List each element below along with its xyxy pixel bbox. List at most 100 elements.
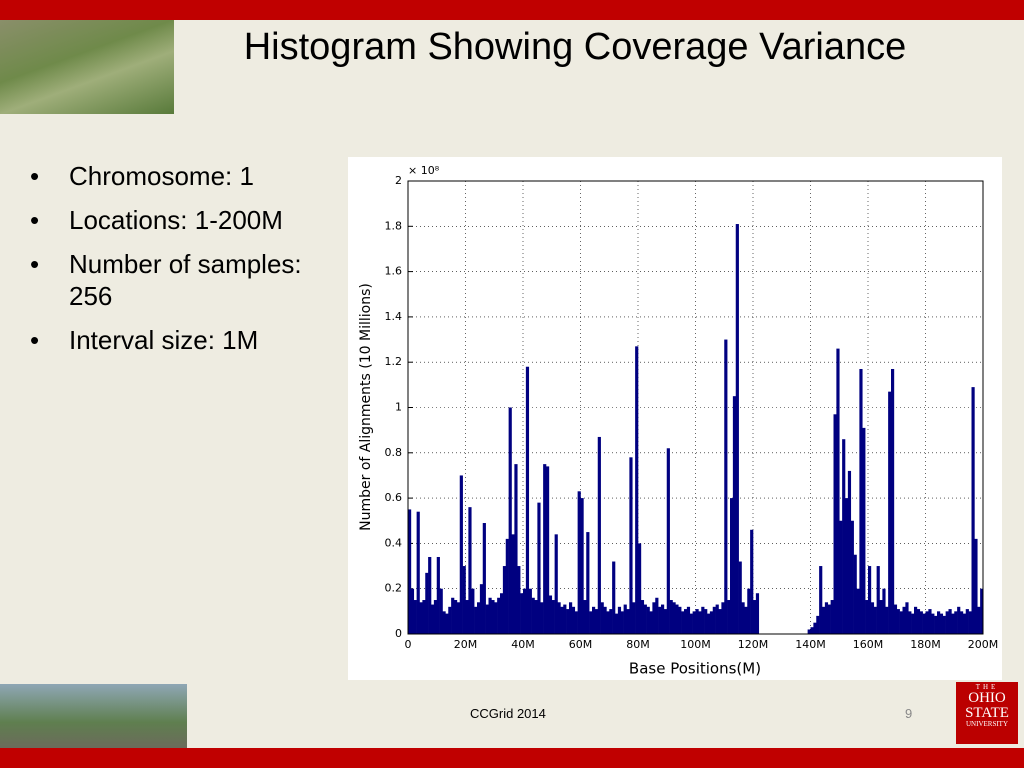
histogram-bar <box>819 566 823 634</box>
histogram-bar <box>629 457 633 634</box>
histogram-bar <box>922 613 926 634</box>
histogram-bar <box>750 529 754 634</box>
campus-photo <box>0 20 174 114</box>
histogram-bar <box>755 593 760 634</box>
histogram-bar <box>551 600 555 634</box>
x-tick-label: 40M <box>511 638 535 651</box>
histogram-bar <box>833 414 837 634</box>
histogram-bar <box>977 606 981 634</box>
histogram-bar <box>836 348 840 634</box>
histogram-bar <box>681 611 685 634</box>
histogram-bar <box>712 606 716 634</box>
histogram-bar <box>870 602 875 634</box>
y-tick-label: 1.6 <box>385 265 403 278</box>
histogram-bar <box>939 613 944 634</box>
histogram-bar <box>951 613 955 634</box>
histogram-bar <box>658 606 662 634</box>
histogram-bar <box>916 609 921 634</box>
histogram-bar <box>968 611 972 634</box>
histogram-bar <box>666 448 670 634</box>
histogram-bar <box>416 511 420 634</box>
histogram-bar <box>931 613 935 634</box>
histogram-bar <box>727 600 731 634</box>
histogram-bar <box>594 609 599 634</box>
histogram-bar <box>948 609 952 634</box>
chart: × 10⁸ Base Positions(M) Number of Alignm… <box>358 164 998 678</box>
histogram-bar <box>827 604 831 634</box>
chart-panel: × 10⁸ Base Positions(M) Number of Alignm… <box>348 157 1002 680</box>
histogram-bar <box>410 588 415 634</box>
histogram-bar <box>646 606 650 634</box>
histogram-bar <box>433 600 438 634</box>
histogram-bar <box>586 532 590 634</box>
histogram-bar <box>454 600 458 634</box>
histogram-bar <box>491 600 495 634</box>
histogram-bar <box>500 593 504 634</box>
histogram-bar <box>675 604 679 634</box>
histogram-bar <box>638 543 642 634</box>
histogram-bar <box>669 600 673 634</box>
histogram-bar <box>479 584 484 634</box>
histogram-bar <box>471 588 475 634</box>
histogram-bar <box>971 387 975 634</box>
histogram-bar <box>738 561 742 634</box>
histogram-bar <box>597 436 601 634</box>
histogram-bar <box>640 600 645 634</box>
y-tick-label: 0.2 <box>385 582 403 595</box>
histogram-bar <box>732 396 737 634</box>
histogram-bar <box>709 611 714 634</box>
histogram-bar <box>663 609 668 634</box>
histogram-bar <box>451 597 455 634</box>
histogram-bar <box>980 588 984 634</box>
histogram-bar <box>589 611 593 634</box>
histogram-bar <box>962 613 967 634</box>
logo-text: UNIVERSITY <box>966 720 1008 728</box>
histogram-bar <box>652 602 656 634</box>
histogram-bar <box>468 507 472 634</box>
histogram-bar <box>534 600 538 634</box>
histogram-bar <box>546 466 550 634</box>
histogram-bar <box>830 600 834 634</box>
histogram-bar <box>520 593 524 634</box>
histogram-bar <box>822 606 826 634</box>
histogram-bar <box>885 606 889 634</box>
histogram-bar <box>876 566 880 634</box>
histogram-bar <box>937 611 941 634</box>
x-tick-label: 140M <box>795 638 826 651</box>
sculpture-photo <box>0 684 187 748</box>
histogram-bar <box>678 606 682 634</box>
y-tick-label: 1 <box>395 401 402 414</box>
histogram-bar <box>465 600 469 634</box>
histogram-bar <box>960 611 964 634</box>
histogram-bar <box>626 609 630 634</box>
histogram-bar <box>569 602 573 634</box>
histogram-bar <box>528 588 532 634</box>
histogram-bar <box>477 602 481 634</box>
histogram-bar <box>592 606 596 634</box>
histogram-bar <box>741 602 745 634</box>
histogram-bar <box>439 588 443 634</box>
histogram-bar <box>502 566 507 634</box>
histogram-bar <box>655 597 659 634</box>
histogram-bar <box>543 464 547 634</box>
histogram-bar <box>816 615 820 634</box>
histogram-bar <box>531 597 535 634</box>
bullet: Interval size: 1M <box>30 324 340 356</box>
histogram-bar <box>462 566 466 634</box>
histogram-bar <box>810 627 814 634</box>
histogram-bar <box>649 611 653 634</box>
histogram-bar <box>847 470 852 634</box>
x-axis-label: Base Positions(M) <box>629 660 761 678</box>
histogram-bar <box>957 606 961 634</box>
histogram-bar <box>482 523 486 634</box>
histogram-bar <box>428 556 432 634</box>
histogram-bar <box>865 600 869 634</box>
histogram-bar <box>436 556 440 634</box>
histogram-bar <box>511 534 515 634</box>
x-tick-label: 80M <box>626 638 650 651</box>
histogram-bar <box>919 611 923 634</box>
x-tick-label: 100M <box>680 638 711 651</box>
histogram-bar <box>635 346 639 634</box>
x-tick-label: 160M <box>853 638 884 651</box>
histogram-bar <box>853 554 857 634</box>
